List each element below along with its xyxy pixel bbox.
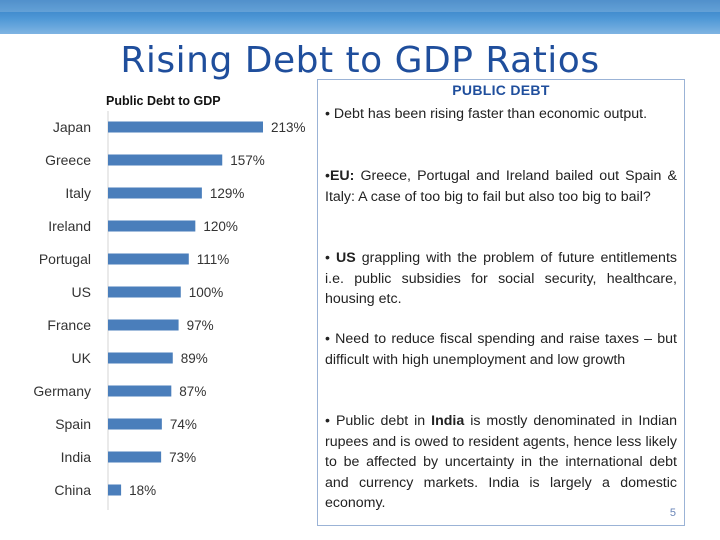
- bullet-india: • Public debt in India is mostly denomin…: [325, 411, 677, 514]
- bullet-marker: •: [325, 250, 336, 266]
- value-label: 73%: [169, 450, 196, 465]
- bullet-marker: •: [325, 413, 336, 429]
- bar: [108, 286, 181, 298]
- value-label: 89%: [181, 351, 208, 366]
- category-label: Japan: [53, 119, 91, 135]
- category-label: US: [72, 284, 91, 300]
- bullet-text: grappling with the problem of future ent…: [325, 250, 677, 307]
- bullet-eu: •EU: Greece, Portugal and Ireland bailed…: [325, 166, 677, 207]
- public-debt-panel: PUBLIC DEBT • Debt has been rising faste…: [317, 79, 685, 526]
- bullet-text: Need to reduce fiscal spending and raise…: [325, 331, 677, 368]
- bar: [108, 352, 173, 364]
- value-label: 87%: [179, 384, 206, 399]
- bar: [108, 484, 122, 496]
- public-debt-bar-chart: Public Debt to GDP Japan 213% Greece 157% It…: [33, 94, 306, 510]
- bar: [108, 154, 223, 166]
- category-label: China: [54, 482, 91, 498]
- bullet-marker: •: [325, 106, 334, 122]
- bullet-bold: EU:: [329, 168, 355, 184]
- value-label: 129%: [210, 186, 245, 201]
- value-label: 111%: [197, 252, 230, 267]
- page-number: 5: [669, 507, 676, 519]
- bullet-text: Greece, Portugal and Ireland bailed out …: [325, 168, 677, 205]
- bullet-debt-rising: • Debt has been rising faster than econo…: [325, 104, 677, 125]
- chart-title: Public Debt to GDP: [106, 94, 221, 108]
- bar: [108, 451, 162, 463]
- bullet-marker: •: [325, 168, 330, 184]
- value-label: 97%: [187, 318, 214, 333]
- value-label: 74%: [170, 417, 197, 432]
- bar: [108, 253, 189, 265]
- bar: [108, 319, 179, 331]
- bullet-fiscal: • Need to reduce fiscal spending and rai…: [325, 329, 677, 370]
- bullet-us: • US grappling with the problem of futur…: [325, 248, 677, 310]
- top-banner-shine: [0, 0, 720, 12]
- value-label: 18%: [129, 483, 156, 498]
- bar: [108, 385, 172, 397]
- category-label: India: [61, 449, 92, 465]
- bar: [108, 187, 202, 199]
- bullet-text: Public debt in: [335, 413, 432, 429]
- category-label: Spain: [55, 416, 91, 432]
- bullet-text: Debt has been rising faster than economi…: [333, 106, 648, 122]
- value-label: 100%: [189, 285, 224, 300]
- category-label: Ireland: [48, 218, 91, 234]
- slide-title: Rising Debt to GDP Ratios: [120, 40, 600, 81]
- bar: [108, 418, 162, 430]
- category-label: Portugal: [39, 251, 91, 267]
- category-label: UK: [72, 350, 92, 366]
- bullet-marker: •: [325, 331, 336, 347]
- bar: [108, 121, 263, 133]
- top-banner-bar: [0, 0, 720, 34]
- value-label: 120%: [203, 219, 238, 234]
- category-label: Greece: [45, 152, 91, 168]
- bar-series: Japan 213% Greece 157% Italy 129% Ireland 120% P…: [33, 119, 305, 498]
- bullet-bold: US: [335, 250, 356, 266]
- category-label: Italy: [65, 185, 91, 201]
- bar: [108, 220, 196, 232]
- bullet-bold-mid: India: [431, 413, 465, 429]
- panel-title: PUBLIC DEBT: [452, 82, 550, 98]
- bullet-text-after: is mostly denominated in Indian rupees a…: [325, 413, 677, 511]
- category-label: France: [47, 317, 91, 333]
- category-label: Germany: [33, 383, 91, 399]
- value-label: 157%: [230, 153, 265, 168]
- value-label: 213%: [271, 120, 306, 135]
